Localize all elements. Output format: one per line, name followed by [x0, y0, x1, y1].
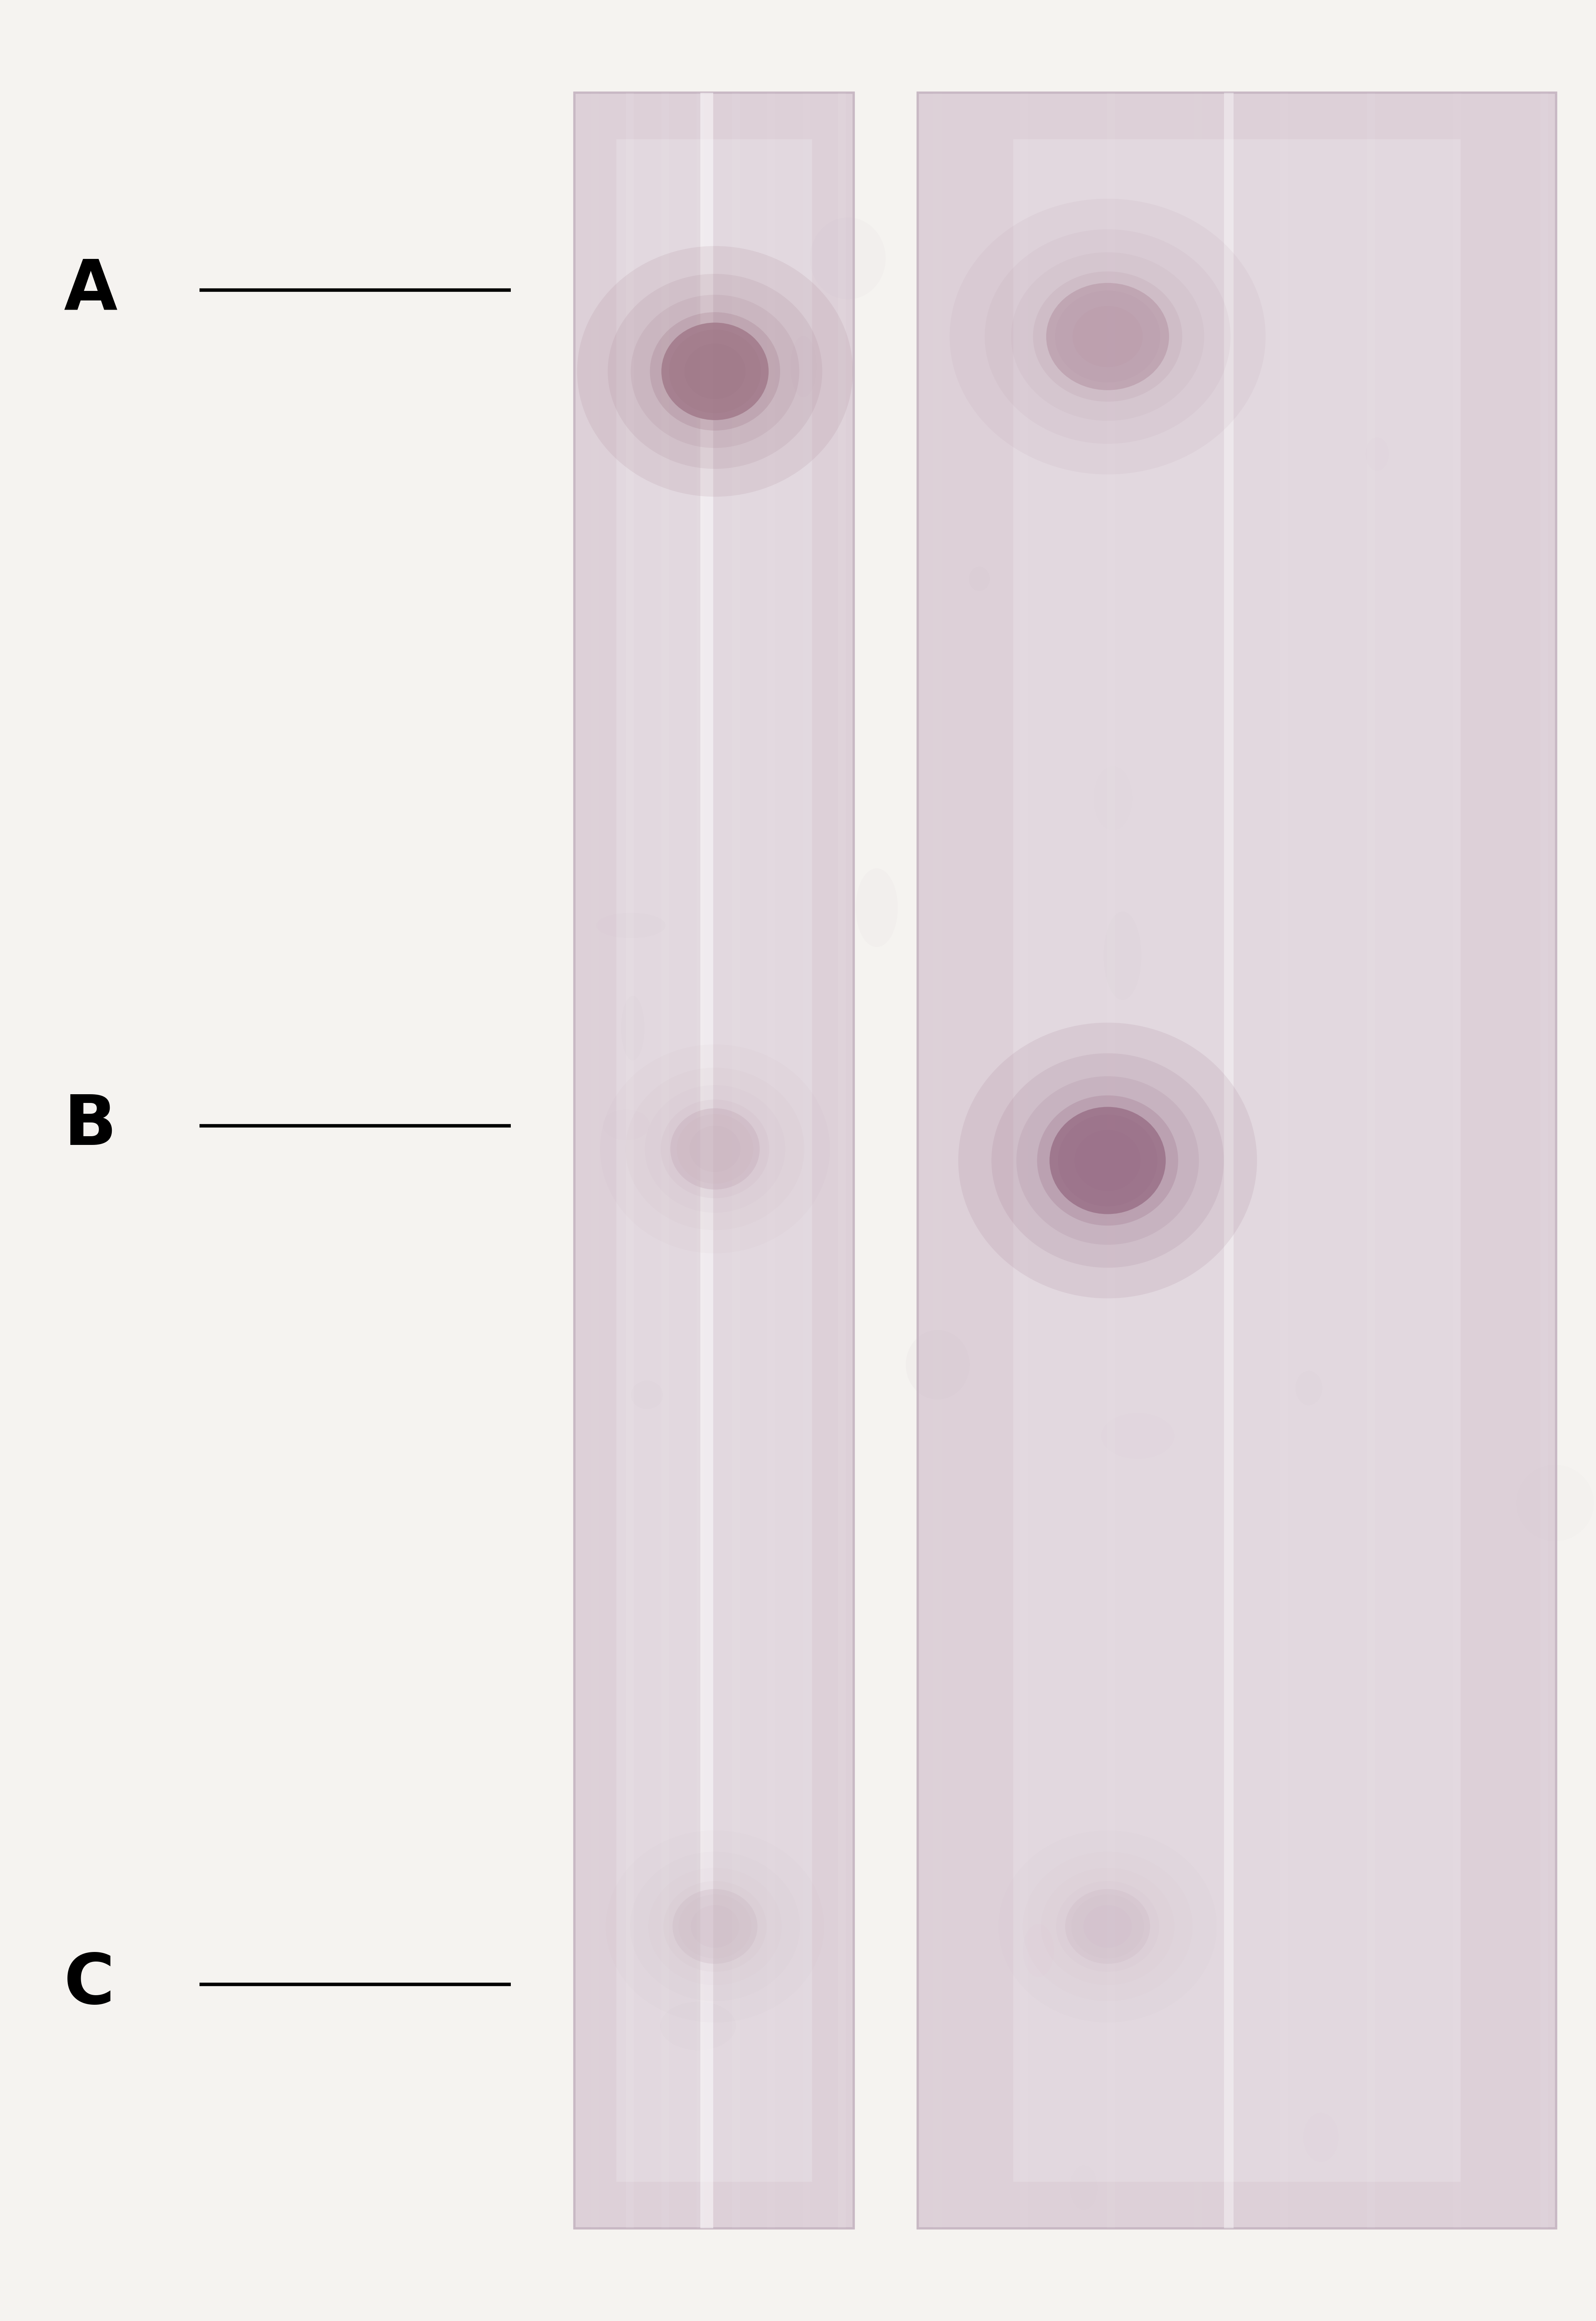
Ellipse shape [626, 1068, 804, 1230]
Ellipse shape [1012, 253, 1205, 420]
FancyBboxPatch shape [1224, 93, 1234, 2228]
Ellipse shape [578, 246, 852, 497]
Ellipse shape [570, 610, 640, 645]
Ellipse shape [685, 344, 745, 399]
Ellipse shape [723, 399, 750, 434]
Ellipse shape [608, 274, 822, 469]
Ellipse shape [689, 1126, 741, 1172]
Ellipse shape [958, 666, 990, 757]
FancyBboxPatch shape [1020, 93, 1028, 2228]
Ellipse shape [1047, 283, 1168, 390]
Ellipse shape [544, 1154, 616, 1223]
FancyBboxPatch shape [616, 139, 812, 2182]
Ellipse shape [1065, 1889, 1151, 1964]
Ellipse shape [678, 1894, 752, 1959]
Ellipse shape [1050, 1107, 1165, 1214]
Ellipse shape [1521, 1147, 1596, 1186]
Ellipse shape [841, 197, 913, 281]
Ellipse shape [991, 1054, 1224, 1267]
Ellipse shape [825, 1548, 902, 1611]
Text: C: C [64, 1950, 115, 2019]
Ellipse shape [1033, 272, 1183, 402]
Ellipse shape [1057, 1880, 1159, 1973]
FancyBboxPatch shape [1194, 93, 1202, 2228]
Ellipse shape [613, 2135, 662, 2186]
Text: B: B [64, 1091, 117, 1160]
Ellipse shape [600, 1044, 830, 1253]
Ellipse shape [677, 1114, 753, 1184]
Ellipse shape [1037, 1096, 1178, 1225]
Ellipse shape [1017, 1077, 1199, 1244]
Ellipse shape [630, 295, 800, 448]
Ellipse shape [661, 1100, 769, 1198]
Ellipse shape [985, 230, 1231, 443]
Ellipse shape [950, 200, 1266, 473]
FancyBboxPatch shape [575, 93, 854, 2228]
Text: A: A [64, 255, 118, 325]
Ellipse shape [1074, 1130, 1141, 1191]
Ellipse shape [865, 172, 884, 253]
Ellipse shape [908, 1854, 930, 1915]
Ellipse shape [1058, 1114, 1157, 1207]
Ellipse shape [1055, 290, 1160, 383]
FancyBboxPatch shape [1454, 93, 1462, 2228]
FancyBboxPatch shape [918, 93, 1556, 2228]
Ellipse shape [661, 323, 769, 420]
Ellipse shape [1355, 1300, 1430, 1383]
Ellipse shape [650, 313, 780, 432]
Ellipse shape [1457, 866, 1497, 917]
FancyBboxPatch shape [1013, 139, 1460, 2182]
Ellipse shape [1071, 1894, 1144, 1959]
Ellipse shape [669, 330, 761, 413]
Ellipse shape [691, 1906, 739, 1947]
FancyBboxPatch shape [733, 93, 741, 2228]
Ellipse shape [982, 1072, 1028, 1158]
Ellipse shape [664, 1880, 766, 1973]
Ellipse shape [1478, 2147, 1547, 2196]
Ellipse shape [1084, 1906, 1132, 1947]
Ellipse shape [645, 1084, 785, 1214]
Ellipse shape [672, 1889, 758, 1964]
FancyBboxPatch shape [768, 93, 776, 2228]
Ellipse shape [1073, 306, 1143, 367]
Ellipse shape [958, 1024, 1258, 1297]
FancyBboxPatch shape [701, 93, 713, 2228]
FancyBboxPatch shape [1366, 93, 1374, 2228]
Ellipse shape [670, 1107, 760, 1191]
FancyBboxPatch shape [591, 93, 598, 2228]
Ellipse shape [798, 1882, 825, 1936]
Ellipse shape [1387, 2047, 1457, 2087]
